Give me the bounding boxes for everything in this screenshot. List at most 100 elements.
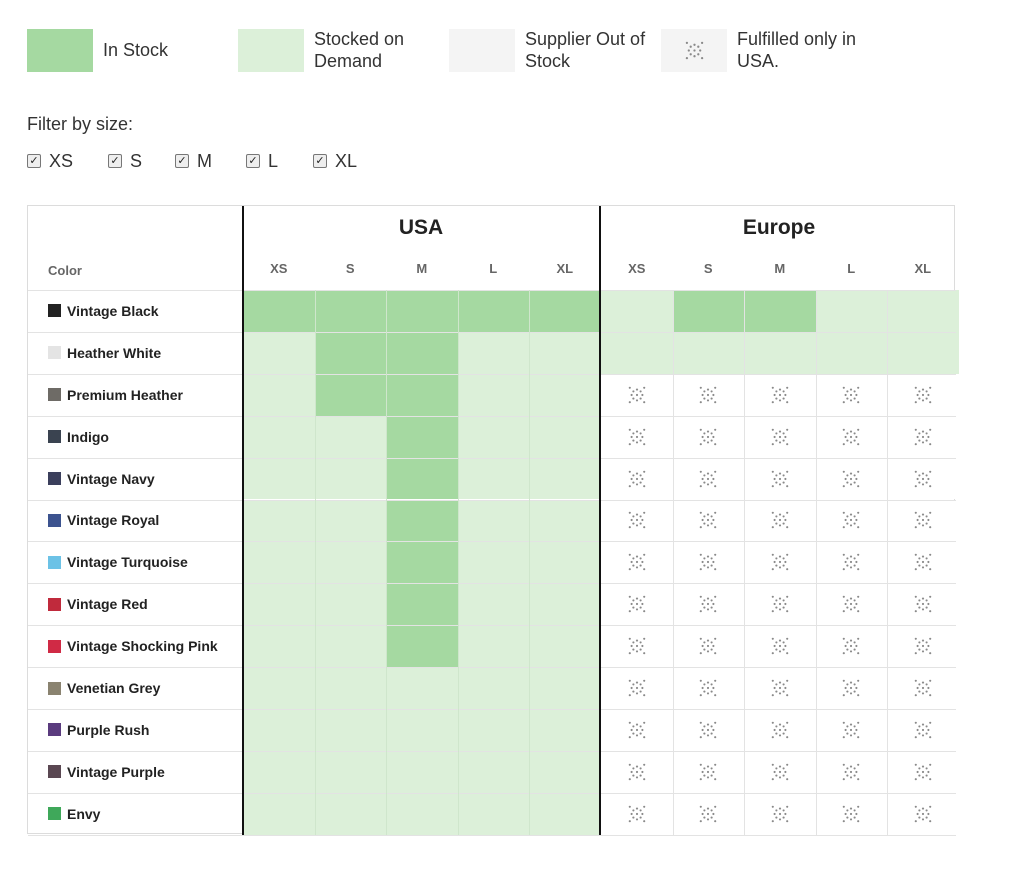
row-divider: [28, 750, 956, 752]
filter-label-s: S: [130, 150, 143, 171]
stock-cell-europe-xs: [601, 415, 673, 458]
color-name: Heather White: [67, 344, 162, 361]
checkbox-xl[interactable]: ✓: [313, 154, 327, 168]
stock-cell-usa-xl: [529, 583, 601, 626]
stock-cell-europe-l: [815, 709, 887, 751]
stock-cell-europe-m: [744, 290, 816, 332]
stock-cell-europe-xs: [601, 583, 673, 626]
region-header-europe: Europe: [742, 216, 816, 239]
stock-cell-europe-xl: [887, 331, 959, 374]
stock-cell-europe-m: [744, 583, 816, 626]
stock-cell-usa-l: [457, 541, 529, 584]
color-swatch: [48, 430, 61, 444]
stock-cell-usa-s: [314, 625, 386, 668]
stock-cell-europe-xl: [887, 583, 959, 626]
stock-cell-europe-s: [672, 709, 744, 751]
legend-label: Fulfilled only in USA.: [737, 29, 857, 71]
stock-cell-europe-m: [744, 457, 816, 500]
stock-cell-europe-xl: [887, 499, 959, 542]
color-swatch: [48, 639, 61, 653]
stock-cell-usa-xl: [529, 457, 601, 500]
stock-cell-usa-s: [314, 499, 386, 542]
stock-cell-europe-s: [672, 373, 744, 416]
stock-cell-europe-s: [672, 415, 744, 458]
stock-cell-europe-l: [815, 457, 887, 500]
stock-cell-usa-m: [386, 541, 458, 584]
stock-cell-europe-s: [672, 457, 744, 500]
stock-cell-usa-xl: [529, 415, 601, 458]
filter-xl[interactable]: ✓ XL: [313, 150, 357, 172]
row-divider: [28, 499, 956, 501]
color-row-label: Vintage Turquoise: [48, 541, 238, 583]
region-separator: [599, 206, 601, 835]
color-row-label: Purple Rush: [48, 709, 238, 751]
color-row-label: Vintage Shocking Pink: [48, 625, 238, 667]
stock-cell-europe-l: [815, 415, 887, 458]
on-demand-swatch: [238, 28, 304, 72]
column-divider: [672, 290, 674, 835]
stock-cell-europe-m: [744, 499, 816, 542]
checkbox-s[interactable]: ✓: [108, 154, 122, 168]
row-divider: [28, 290, 956, 291]
stock-cell-europe-xs: [601, 457, 673, 500]
filter-s[interactable]: ✓ S: [108, 150, 142, 172]
stock-cell-europe-l: [815, 750, 887, 793]
row-divider: [28, 834, 956, 836]
stock-cell-usa-m: [386, 290, 458, 332]
color-row-label: Vintage Black: [48, 290, 238, 332]
stock-cell-usa-xs: [243, 750, 315, 793]
legend-item-in-stock: In Stock: [27, 27, 243, 73]
stock-cell-usa-s: [314, 667, 386, 709]
color-swatch: [48, 472, 61, 486]
stock-cell-usa-xs: [243, 541, 315, 584]
stock-cell-usa-xs: [243, 331, 315, 374]
color-swatch: [48, 555, 61, 569]
color-swatch: [48, 597, 61, 611]
filter-m[interactable]: ✓ M: [175, 150, 212, 172]
stock-cell-europe-s: [672, 290, 744, 332]
stock-cell-europe-s: [672, 331, 744, 374]
color-column-header: Color: [48, 263, 82, 278]
stock-cell-europe-s: [672, 667, 744, 709]
color-name: Vintage Purple: [67, 763, 165, 780]
color-name: Vintage Red: [67, 596, 148, 613]
column-divider: [386, 290, 387, 835]
stock-cell-usa-m: [386, 331, 458, 374]
column-divider: [887, 290, 888, 835]
row-divider: [28, 373, 956, 375]
row-divider: [28, 415, 956, 417]
stock-cell-usa-m: [386, 373, 458, 416]
size-header-usa-l: L: [489, 261, 498, 276]
checkbox-m[interactable]: ✓: [175, 154, 189, 168]
size-header-usa-s: S: [345, 261, 355, 276]
row-divider: [28, 667, 956, 669]
stock-cell-usa-xs: [243, 709, 315, 751]
stock-cell-europe-l: [815, 541, 887, 584]
stock-cell-europe-m: [744, 415, 816, 458]
stock-cell-usa-l: [457, 709, 529, 751]
checkbox-xs[interactable]: ✓: [27, 154, 41, 168]
filter-xs[interactable]: ✓ XS: [27, 150, 73, 172]
stock-cell-europe-xl: [887, 541, 959, 584]
checkbox-l[interactable]: ✓: [246, 154, 260, 168]
color-swatch: [48, 723, 61, 737]
legend-item-on-demand: Stocked on Demand: [238, 27, 434, 73]
size-header-europe-m: M: [774, 261, 786, 276]
filter-l[interactable]: ✓ L: [246, 150, 278, 172]
stock-cell-europe-xl: [887, 667, 959, 709]
stock-cell-europe-l: [815, 583, 887, 626]
color-row-label: Premium Heather: [48, 374, 238, 416]
legend-item-usa-only: Fulfilled only in USA.: [661, 27, 872, 73]
column-divider: [457, 290, 459, 835]
color-name: Vintage Shocking Pink: [67, 638, 218, 655]
color-name: Vintage Royal: [67, 512, 160, 529]
stock-cell-europe-xl: [887, 415, 959, 458]
filter-title: Filter by size:: [27, 114, 134, 134]
stock-cell-europe-l: [815, 792, 887, 835]
color-name: Vintage Navy: [67, 470, 155, 487]
stock-cell-usa-xl: [529, 290, 601, 332]
stock-cell-europe-l: [815, 499, 887, 542]
color-swatch: [48, 346, 61, 360]
color-name: Indigo: [67, 428, 109, 445]
size-header-usa-xs: XS: [270, 261, 288, 276]
